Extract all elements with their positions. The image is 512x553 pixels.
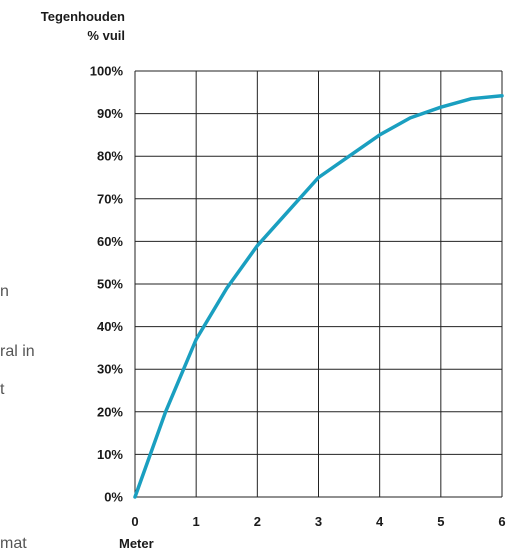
y-tick-label: 20% — [97, 404, 123, 419]
x-tick-label: 6 — [498, 514, 505, 529]
y-tick-label: 10% — [97, 447, 123, 462]
y-axis-label: % vuil — [87, 28, 125, 43]
x-axis-label: Meter — [119, 536, 154, 551]
x-tick-label: 0 — [131, 514, 138, 529]
x-tick-label: 3 — [315, 514, 322, 529]
x-tick-labels: 0 1 2 3 4 5 6 — [131, 514, 505, 529]
x-tick-label: 2 — [254, 514, 261, 529]
y-tick-label: 30% — [97, 362, 123, 377]
y-tick-label: 40% — [97, 319, 123, 334]
y-tick-label: 50% — [97, 277, 123, 292]
y-tick-label: 100% — [90, 64, 124, 79]
body-text-fragment: n — [0, 283, 9, 300]
y-tick-label: 0% — [104, 490, 123, 505]
y-tick-label: 70% — [97, 191, 123, 206]
y-tick-label: 60% — [97, 234, 123, 249]
body-text-fragment: ral in — [0, 343, 35, 360]
x-tick-label: 4 — [376, 514, 384, 529]
chart-title: Tegenhouden — [41, 9, 125, 24]
body-text-fragment: mat — [0, 535, 27, 552]
body-text-fragment: t — [0, 381, 5, 398]
y-tick-labels: 0% 10% 20% 30% 40% 50% 60% 70% 80% 90% 100% — [90, 64, 124, 505]
series-line — [133, 93, 504, 499]
x-tick-label: 1 — [193, 514, 200, 529]
y-tick-label: 90% — [97, 106, 123, 121]
chart-grid — [134, 70, 503, 498]
x-tick-label: 5 — [437, 514, 444, 529]
y-tick-label: 80% — [97, 149, 123, 164]
